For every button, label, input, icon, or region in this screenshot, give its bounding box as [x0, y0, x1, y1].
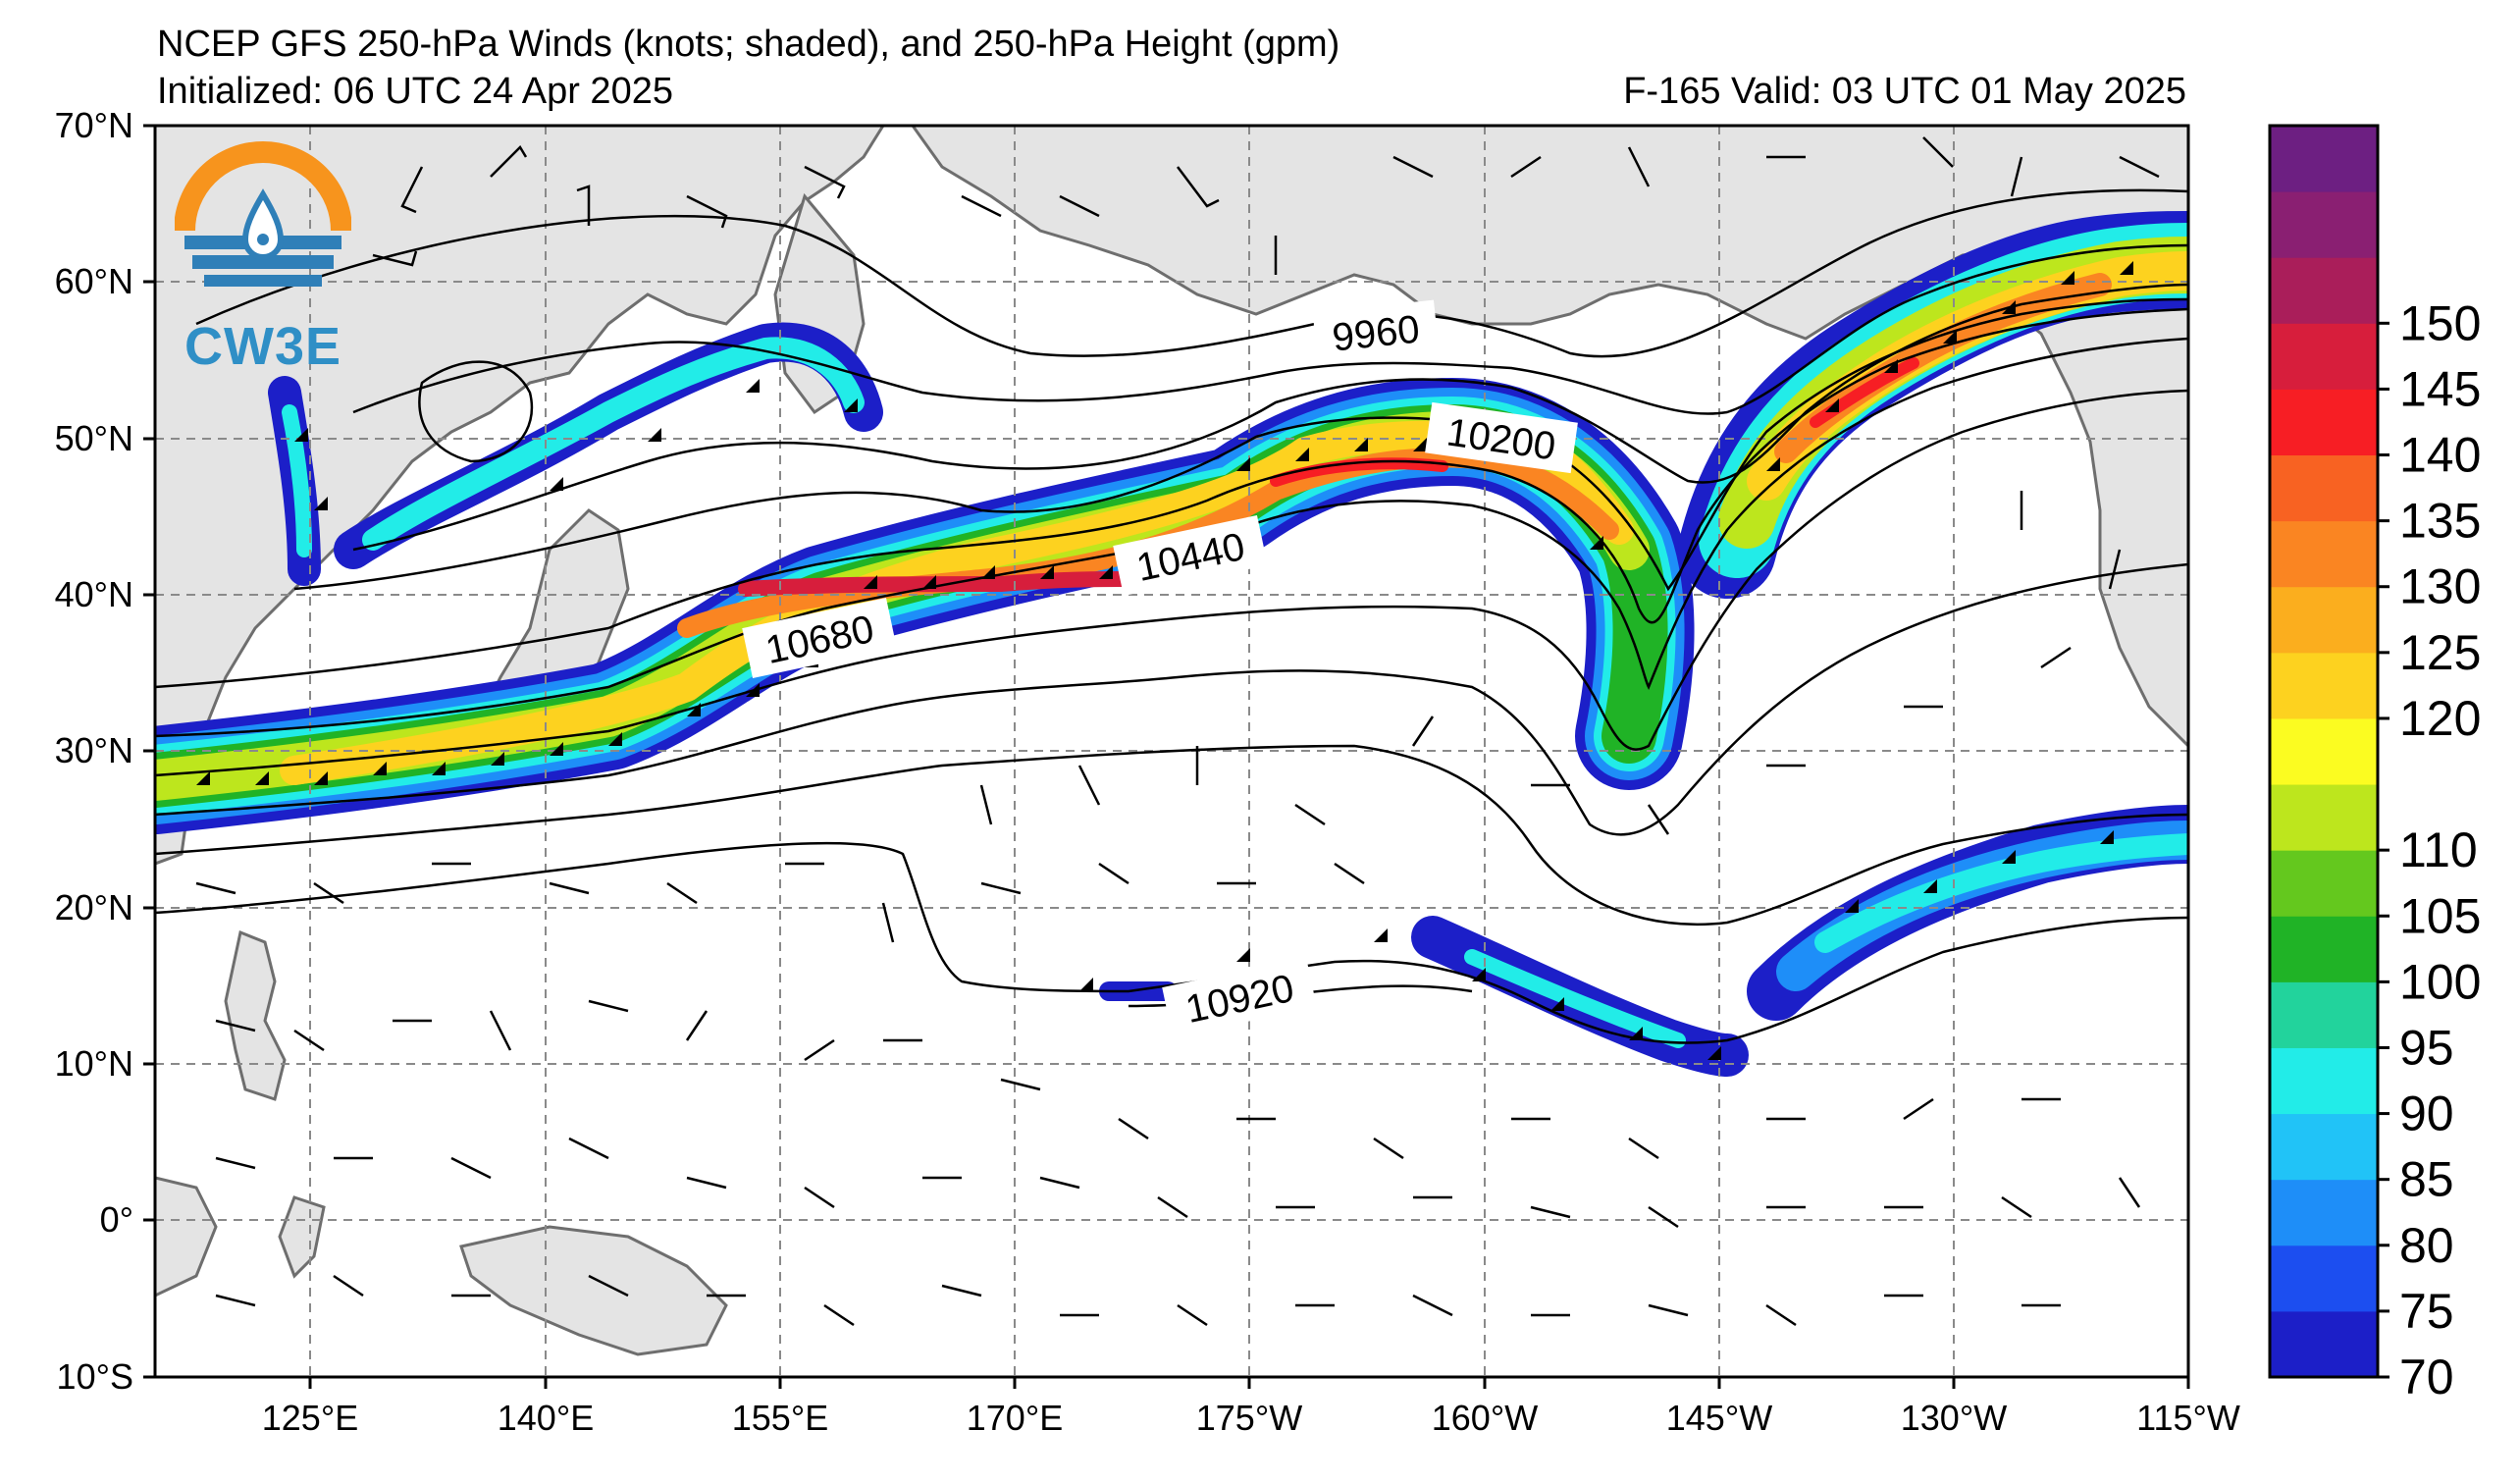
colorbar-tick-label: 95	[2399, 1020, 2454, 1075]
colorbar-tick-label: 70	[2399, 1350, 2454, 1404]
lon-label: 155°E	[732, 1398, 828, 1438]
colorbar-tick-label: 75	[2399, 1284, 2454, 1339]
colorbar-block	[2270, 454, 2378, 522]
colorbar-block	[2270, 850, 2378, 917]
colorbar-block	[2270, 652, 2378, 719]
lat-label: 50°N	[55, 418, 133, 458]
graticule	[155, 126, 2188, 1377]
colorbar-tick-label: 120	[2399, 691, 2481, 746]
lat-label: 10°N	[55, 1043, 133, 1084]
colorbar-block	[2270, 1179, 2378, 1246]
colorbar-tick-label: 125	[2399, 625, 2481, 680]
colorbar-tick-label: 135	[2399, 494, 2481, 549]
jet-siberia	[268, 376, 321, 586]
valid-time: F-165 Valid: 03 UTC 01 May 2025	[1623, 71, 2186, 112]
lon-label: 140°E	[498, 1398, 594, 1438]
lon-label: 130°W	[1901, 1398, 2007, 1438]
initialized-time: Initialized: 06 UTC 24 Apr 2025	[157, 71, 673, 112]
colorbar-block	[2270, 389, 2378, 456]
colorbar-tick-label: 105	[2399, 888, 2481, 943]
colorbar-block	[2270, 191, 2378, 258]
land-sulawesi	[278, 1195, 326, 1279]
lon-label: 115°W	[2136, 1398, 2240, 1438]
colorbar-tick-label: 85	[2399, 1152, 2454, 1207]
contour-labels: 9960 10200 10440 10680 10920	[742, 299, 1578, 1038]
lat-label: 10°S	[57, 1356, 133, 1397]
colorbar-tick-label: 145	[2399, 361, 2481, 416]
land-masses	[155, 126, 2188, 1356]
lon-label: 160°W	[1432, 1398, 1538, 1438]
lat-label: 40°N	[55, 574, 133, 614]
logo-text: CW3E	[184, 317, 341, 376]
land-asia	[155, 126, 885, 866]
lat-axis	[143, 124, 155, 1379]
lat-label: 0°	[100, 1199, 133, 1240]
colorbar-frame	[2268, 124, 2380, 1379]
colorbar-tick-label: 110	[2399, 822, 2478, 877]
lat-label: 20°N	[55, 887, 133, 927]
land-new-guinea	[459, 1225, 728, 1356]
contour-label-9960: 9960	[1331, 307, 1422, 359]
colorbar-block	[2270, 586, 2378, 654]
colorbar-tick-label: 140	[2399, 428, 2481, 483]
cw3e-logo	[175, 141, 351, 287]
lat-label: 70°N	[55, 105, 133, 145]
colorbar-block	[2270, 717, 2378, 785]
lon-label: 170°E	[967, 1398, 1063, 1438]
lon-label: 145°W	[1666, 1398, 1772, 1438]
colorbar-block	[2270, 784, 2378, 851]
lon-axis	[308, 1377, 2190, 1389]
colorbar-block	[2270, 916, 2378, 982]
colorbar-block	[2270, 1113, 2378, 1181]
colorbar-block	[2270, 1047, 2378, 1115]
map-title: NCEP GFS 250-hPa Winds (knots; shaded), …	[157, 24, 1340, 65]
colorbar-tick-label: 150	[2399, 295, 2481, 350]
wind-barbs	[195, 136, 2160, 1327]
jet-nw-small	[334, 322, 883, 569]
colorbar-block	[2270, 1310, 2378, 1378]
jet-alaska	[1678, 211, 2188, 599]
wind-pennants	[196, 261, 2133, 1060]
colorbar-block	[2270, 323, 2378, 390]
colorbar-tick-label: 100	[2399, 954, 2481, 1009]
colorbar-tick-label: 90	[2399, 1086, 2454, 1141]
jet-subtropical	[1747, 805, 2188, 1021]
colorbar-tick-label: 80	[2399, 1218, 2454, 1273]
colorbar-block	[2270, 981, 2378, 1048]
land-north-america	[1987, 292, 2188, 749]
colorbar-block	[2270, 1245, 2378, 1312]
land-borneo	[155, 1176, 218, 1298]
colorbar-tick-label: 130	[2399, 559, 2481, 614]
colorbar-block	[2270, 257, 2378, 324]
colorbar: 70 75 80 85 90 95 100 105 110 120 125 130 135 140 145 1…	[2268, 124, 2481, 1404]
colorbar-block	[2270, 520, 2378, 588]
lat-label: 60°N	[55, 261, 133, 301]
lon-label: 125°E	[262, 1398, 358, 1438]
lat-label: 30°N	[55, 730, 133, 770]
lon-label: 175°W	[1196, 1398, 1302, 1438]
colorbar-block	[2270, 126, 2378, 192]
